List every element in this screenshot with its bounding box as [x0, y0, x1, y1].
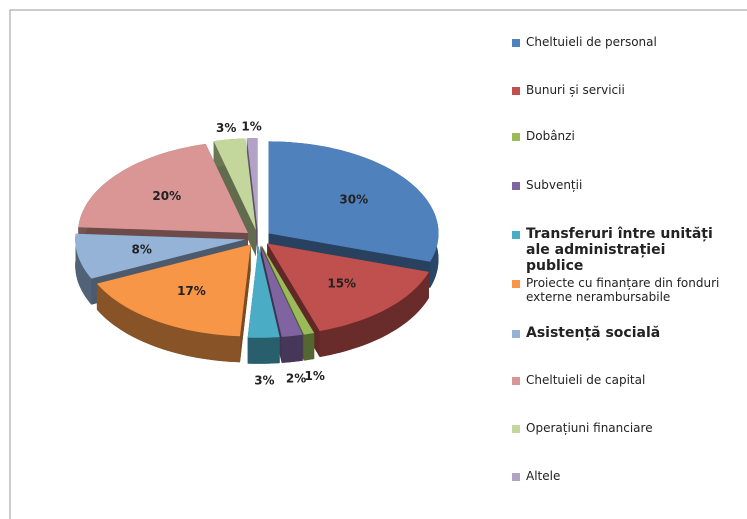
- legend-label: Asistență socială: [526, 325, 661, 341]
- data-label: 1%: [241, 120, 261, 134]
- legend-item: Asistență socială: [512, 325, 727, 341]
- legend-swatch: [512, 231, 520, 239]
- slice-side: [260, 245, 303, 337]
- legend-label: Cheltuieli de capital: [526, 373, 646, 387]
- legend-item: Transferuri între unități ale administra…: [512, 226, 727, 274]
- legend-item: Subvenții: [512, 178, 727, 192]
- slice-side: [75, 233, 246, 279]
- data-label: 1%: [305, 369, 325, 383]
- data-label: 17%: [177, 284, 206, 298]
- legend-swatch: [512, 87, 520, 95]
- legend-label: Bunuri și servicii: [526, 83, 625, 97]
- slice-side: [247, 337, 280, 364]
- slice: [247, 245, 280, 364]
- data-label: 2%: [286, 371, 306, 385]
- legend-swatch: [512, 133, 520, 141]
- slice-side: [281, 334, 303, 363]
- slice-side: [213, 141, 256, 257]
- data-label: 8%: [132, 243, 152, 257]
- legend-item: Proiecte cu finanțare din fonduri extern…: [512, 276, 727, 304]
- slice-side: [319, 271, 429, 357]
- legend-item: Cheltuieli de personal: [512, 35, 727, 49]
- slice-side: [96, 244, 251, 337]
- legend-swatch: [512, 425, 520, 433]
- legend-swatch: [512, 280, 520, 288]
- slice-side: [303, 333, 315, 361]
- legend-label: Dobânzi: [526, 129, 575, 143]
- legend-swatch: [512, 330, 520, 338]
- legend-label: Cheltuieli de personal: [526, 35, 657, 49]
- chart-border: [9, 9, 747, 519]
- slice-side: [246, 138, 258, 231]
- legend-label: Altele: [526, 469, 561, 483]
- legend-label: Transferuri între unități ale administra…: [526, 226, 713, 274]
- legend-swatch: [512, 377, 520, 385]
- legend-label: Proiecte cu finanțare din fonduri extern…: [526, 276, 720, 304]
- slice-side: [78, 143, 248, 233]
- slice-side: [213, 138, 256, 231]
- data-label: 20%: [152, 189, 181, 203]
- slice-side: [96, 283, 241, 363]
- data-label: 3%: [254, 373, 274, 387]
- slice-side: [268, 141, 439, 262]
- slice-side: [267, 243, 429, 331]
- data-label: 30%: [339, 192, 368, 206]
- legend-item: Dobânzi: [512, 129, 727, 143]
- slice-side: [247, 245, 280, 338]
- data-label: 15%: [327, 276, 356, 290]
- legend-label: Operațiuni financiare: [526, 421, 653, 435]
- legend-swatch: [512, 473, 520, 481]
- slice-side: [261, 245, 315, 335]
- legend-item: Altele: [512, 469, 727, 483]
- slice-side: [240, 244, 251, 363]
- data-label: 3%: [216, 121, 236, 135]
- slice-side: [75, 233, 92, 305]
- legend-item: Cheltuieli de capital: [512, 373, 727, 387]
- slice: [96, 244, 251, 363]
- legend-label: Subvenții: [526, 178, 583, 192]
- legend-swatch: [512, 182, 520, 190]
- legend-swatch: [512, 39, 520, 47]
- legend-item: Operațiuni financiare: [512, 421, 727, 435]
- legend-item: Bunuri și servicii: [512, 83, 727, 97]
